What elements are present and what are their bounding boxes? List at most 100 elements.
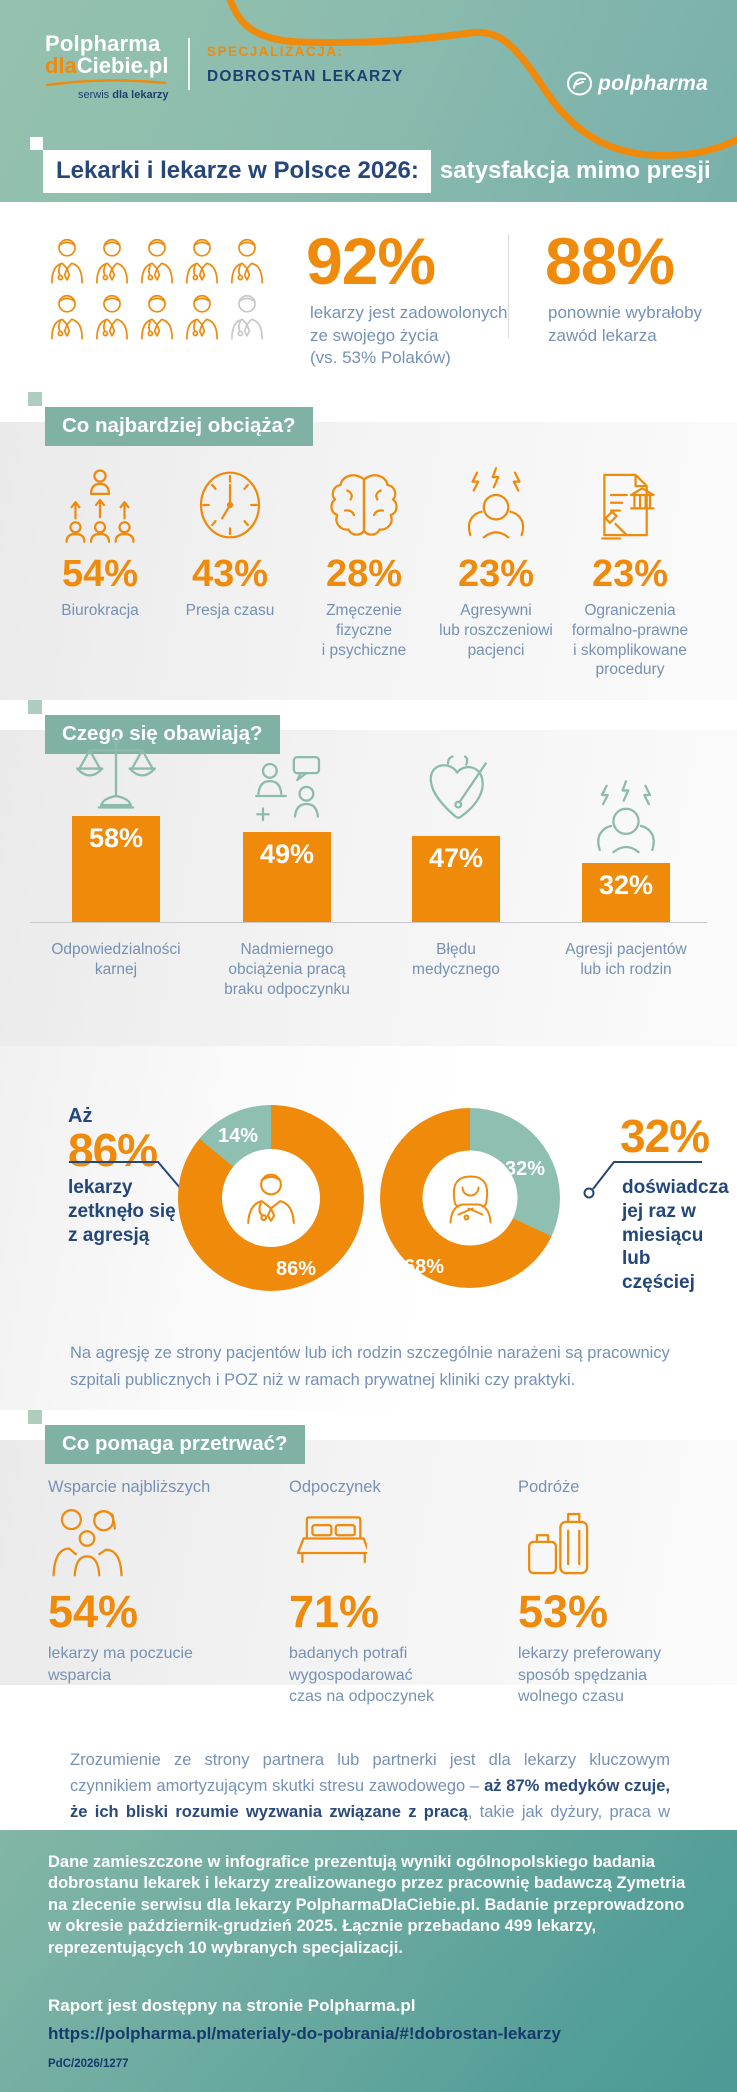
stat-life-satisfaction-value: 92% [306,224,436,298]
scales-icon [76,732,156,812]
header-divider [188,38,190,90]
luggage-icon [518,1504,596,1582]
fear-bar-column: 58% [72,732,160,922]
burden-value: 23% [457,553,535,595]
overload-icon [247,748,327,828]
donut-1-orange-label: 86% [276,1258,317,1280]
aggression-right-label: doświadcza jej raz w miesiącu lub części… [622,1177,729,1293]
logo-underline-swoosh [45,79,167,87]
intro-stats-section: 92% lekarzy jest zadowolonych ze swojego… [0,202,737,390]
aggression-note: Na agresję ze strony pacjentów lub ich r… [70,1344,670,1389]
burden-item: 54% Biurokracja [32,466,168,621]
stressed-person-icon [457,466,535,544]
doctor-icon [95,236,129,286]
survival-background [0,1440,737,1685]
survival-heading: Podróże [518,1478,580,1496]
burden-item: 28% Zmęczenie fizyczne i psychiczne [296,466,432,660]
page-title: Lekarki i lekarze w Polsce 2026: satysfa… [43,150,717,193]
study-description: Dane zamieszczone w infografice prezentu… [48,1853,686,1957]
polpharma-dlaciebie-logo: Polpharma dlaCiebie.pl serwis dla lekarz… [45,31,169,101]
burden-label: Zmęczenie fizyczne i psychiczne [321,602,407,659]
burden-item: 23% Agresywni lub roszczeniowi pacjenci [428,466,564,660]
burden-value: 28% [325,553,403,595]
fear-bar: 58% [72,816,160,922]
specialization-block: SPECJALIZACJA: DOBROSTAN LEKARZY [207,44,404,86]
polpharma-brand-logo: polpharma [566,70,708,97]
donut-2-center [422,1150,518,1246]
partner-note-normal1: Zrozumienie ze strony partnera lub partn… [70,1750,670,1795]
donut-1-teal-label: 14% [218,1125,259,1147]
survival-item: Odpoczynek 71% badanych potrafi wygospod… [289,1478,504,1708]
survival-label: lekarzy preferowany sposób spędzania wol… [518,1645,662,1706]
clock-icon [191,466,269,544]
report-link[interactable]: https://polpharma.pl/materialy-do-pobran… [48,2024,561,2043]
specialization-label: SPECJALIZACJA: [207,44,344,59]
burdens-background [0,422,737,700]
header: Polpharma dlaCiebie.pl serwis dla lekarz… [0,0,737,202]
heart-icon [416,752,496,832]
survival-item: Podróże 53% lekarzy preferowany sposób s… [518,1478,733,1708]
logo-tagline: serwis dla lekarzy [77,88,169,101]
polpharma-wordmark: polpharma [598,71,709,95]
survival-value: 71% [289,1586,380,1637]
section-accent-square [28,700,42,714]
intro-divider [508,234,509,338]
burden-value: 23% [591,553,669,595]
aggression-section: Aż 86% lekarzy zetknęło się z agresją 14… [0,1046,737,1410]
burden-value: 43% [191,553,269,595]
stat-life-satisfaction-label: lekarzy jest zadowolonych ze swojego życ… [310,303,508,368]
aggression-right-value: 32% [620,1110,710,1162]
hierarchy-icon [61,466,139,544]
donut-chart-1: 14% 86% [178,1105,364,1291]
survival-heading: Wsparcie najbliższych [48,1478,211,1496]
survival-section: Co pomaga przetrwać? Wsparcie najbliższy… [0,1410,737,1715]
fear-bar-column: 47% [412,752,500,922]
annotation-prefix: Aż [68,1105,93,1127]
annotation-value: 86% [68,1124,158,1176]
survival-label: badanych potrafi wygospodarować czas na … [289,1645,434,1706]
doctor-icon [140,236,174,286]
page-title-light: satysfakcja mimo presji [439,157,711,184]
fear-bar: 47% [412,836,500,922]
burdens-section-title: Co najbardziej obciąża? [45,407,313,446]
brain-icon [325,466,403,544]
burden-item: 23% Ograniczenia formalno-prawne i skomp… [562,466,698,680]
doctor-icon [50,236,84,286]
polpharma-logo-icon [567,71,592,96]
doctor-icon-gray [230,292,264,342]
survival-section-title: Co pomaga przetrwać? [45,1425,305,1464]
burden-item: 43% Presja czasu [162,466,298,621]
chart-baseline [30,922,707,923]
doctor-icon [140,292,174,342]
donut-chart-2: 32% 68% [380,1108,560,1288]
report-availability-line: Raport jest dostępny na stronie Polpharm… [48,1996,416,2015]
donut-2-teal-label: 32% [505,1158,546,1180]
donut-1-center [222,1149,320,1247]
survival-value: 53% [518,1586,609,1637]
doctor-icon [185,236,219,286]
fear-bar: 32% [582,863,670,922]
survival-heading: Odpoczynek [289,1478,381,1496]
logo-line1: Polpharma [45,31,161,56]
title-accent-square [30,137,43,150]
wave-decoration [226,0,737,159]
doctor-icon [185,292,219,342]
female-doctor-icon [442,1170,498,1226]
doctor-icon [50,292,84,342]
doctor-icon [230,236,264,286]
survival-value: 54% [48,1586,139,1637]
document-code: PdC/2026/1277 [48,2058,129,2070]
burden-value: 54% [61,553,139,595]
fear-label: Błędu medycznego [412,941,500,979]
donut-2-orange-label: 68% [404,1256,445,1278]
family-icon [48,1504,126,1582]
connector-right [583,1161,702,1199]
footer: Dane zamieszczone w infografice prezentu… [0,1830,737,2092]
stat-career-choice-label: ponownie wybrałoby zawód lekarza [548,303,703,345]
survival-item: Wsparcie najbliższych 54% lekarzy ma poc… [48,1478,263,1686]
burden-label: Presja czasu [185,602,275,619]
fears-section: Czego się obawiają? 58% 49% 47% 32% Odpo… [0,700,737,1046]
bed-icon [289,1504,367,1582]
doctor-icon [95,292,129,342]
